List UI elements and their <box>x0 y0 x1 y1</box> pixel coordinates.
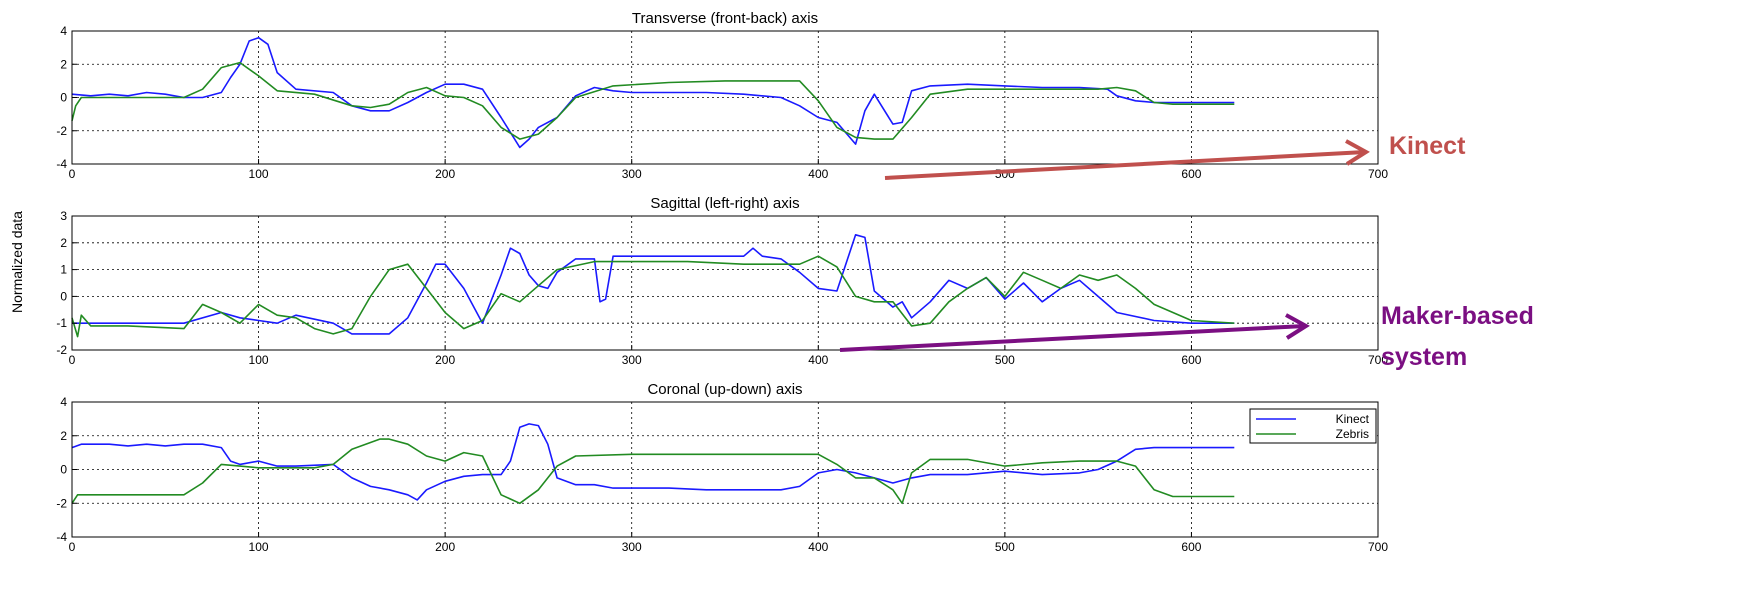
y-tick-label: -2 <box>56 343 67 357</box>
x-tick-label: 600 <box>1181 353 1201 367</box>
y-axis-label: Normalized data <box>9 211 25 313</box>
series-line-zebris <box>71 438 1235 505</box>
x-tick-label: 200 <box>435 167 455 181</box>
y-tick-label: -1 <box>56 316 67 330</box>
x-tick-label: 500 <box>995 540 1015 554</box>
x-tick-label: 100 <box>249 540 269 554</box>
x-tick-label: 400 <box>808 540 828 554</box>
maker-annotation-label-line2: system <box>1381 343 1467 371</box>
panel-3-title: Coronal (up-down) axis <box>647 381 802 398</box>
x-tick-label: 300 <box>622 540 642 554</box>
series-line-kinect <box>71 423 1235 501</box>
legend-zebris-label: Zebris <box>1336 427 1369 441</box>
kinect-annotation-label: Kinect <box>1389 132 1466 160</box>
kinect-annotation-arrow <box>884 139 1370 180</box>
series-line-zebris <box>71 61 1235 140</box>
y-tick-label: 4 <box>60 24 67 38</box>
x-tick-label: 700 <box>1368 167 1388 181</box>
x-tick-label: 200 <box>435 540 455 554</box>
y-tick-label: -2 <box>56 496 67 510</box>
y-tick-label: 2 <box>60 57 67 71</box>
x-tick-label: 700 <box>1368 540 1388 554</box>
x-tick-label: 700 <box>1368 353 1388 367</box>
legend-kinect-label: Kinect <box>1336 412 1370 426</box>
x-tick-label: 0 <box>69 167 76 181</box>
x-tick-label: 300 <box>622 167 642 181</box>
maker-annotation-label-line1: Maker-based <box>1381 302 1534 330</box>
y-tick-label: 2 <box>60 429 67 443</box>
series-line-zebris <box>71 255 1235 338</box>
x-tick-label: 500 <box>995 353 1015 367</box>
series-line-kinect <box>72 234 1235 335</box>
y-tick-label: 0 <box>60 463 67 477</box>
y-tick-label: -4 <box>56 157 67 171</box>
axes-frame <box>71 215 1379 351</box>
y-tick-label: 4 <box>60 395 67 409</box>
y-tick-label: -2 <box>56 124 67 138</box>
x-tick-label: 600 <box>1181 167 1201 181</box>
panel-3: Coronal (up-down) axis 0 100 200 300 400 500 60… <box>56 381 1388 554</box>
x-tick-label: 200 <box>435 353 455 367</box>
x-tick-label: 0 <box>69 540 76 554</box>
panel-2-title: Sagittal (left-right) axis <box>650 195 799 212</box>
x-tick-label: 600 <box>1181 540 1201 554</box>
x-tick-label: 300 <box>622 353 642 367</box>
y-tick-label: 3 <box>60 209 67 223</box>
maker-annotation-arrow <box>839 313 1310 352</box>
x-tick-label: 0 <box>69 353 76 367</box>
y-tick-label: -4 <box>56 530 67 544</box>
panel-2: Sagittal (left-right) axis 0 100 200 300 400 5… <box>56 195 1388 367</box>
panel-1-title: Transverse (front-back) axis <box>632 10 818 27</box>
y-tick-label: 2 <box>60 236 67 250</box>
x-tick-label: 500 <box>995 167 1015 181</box>
x-tick-label: 400 <box>808 167 828 181</box>
y-tick-label: 0 <box>60 289 67 303</box>
x-tick-label: 400 <box>808 353 828 367</box>
y-tick-label: 1 <box>60 263 67 277</box>
y-tick-label: 0 <box>60 91 67 105</box>
legend: Kinect Zebris <box>1249 408 1377 444</box>
x-tick-label: 100 <box>249 353 269 367</box>
x-tick-label: 100 <box>249 167 269 181</box>
